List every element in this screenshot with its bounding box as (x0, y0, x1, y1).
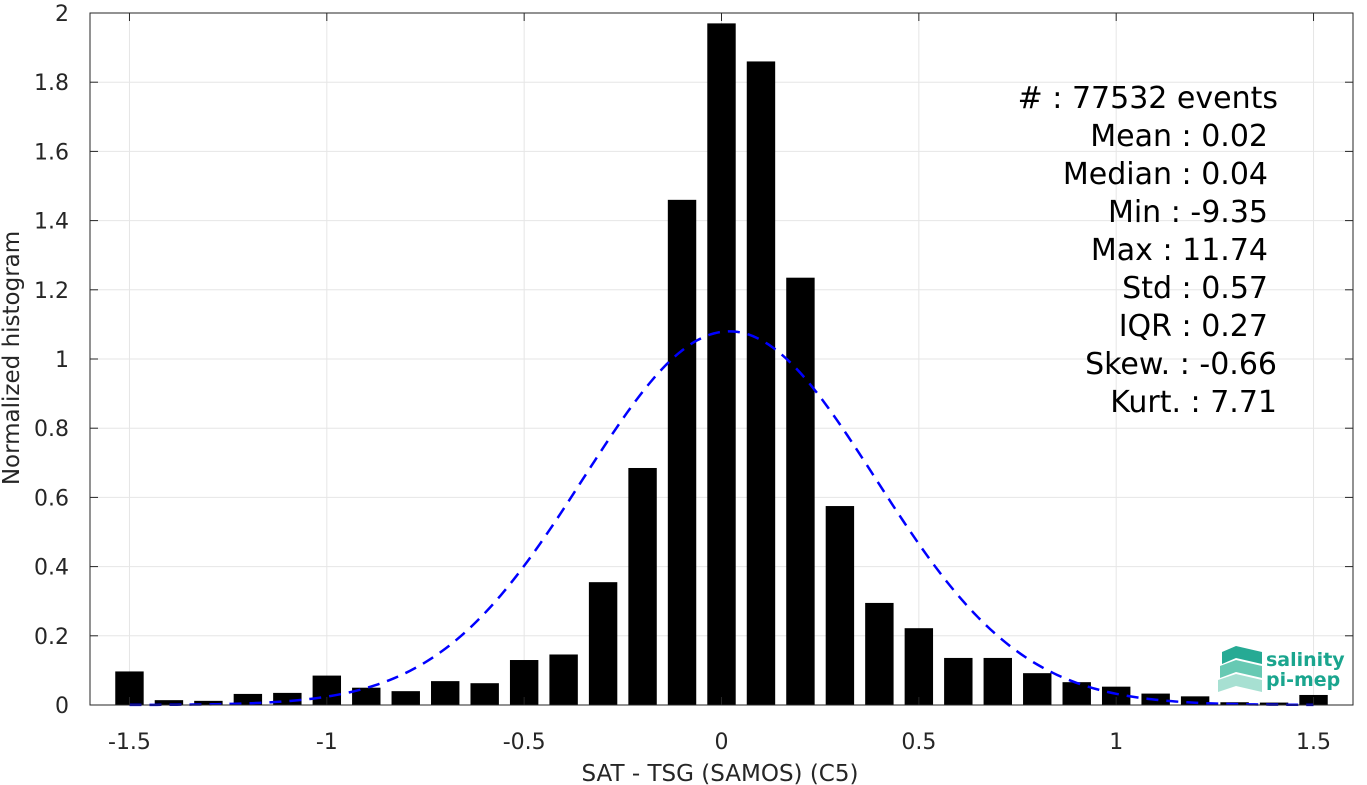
fit-curve (129, 330, 1314, 707)
stat-line: Std : 0.57 (1122, 271, 1268, 306)
histogram-bar (983, 657, 1012, 705)
y-tick-label: 0.4 (34, 556, 69, 581)
stat-line: Median : 0.04 (1063, 157, 1268, 192)
histogram-bar (667, 199, 697, 705)
y-tick-label: 1.8 (34, 71, 69, 96)
histogram-bar (273, 692, 302, 705)
histogram-bar (944, 657, 973, 705)
histogram-bar (431, 681, 460, 705)
normal-fit-line (129, 330, 1314, 707)
logo-line1: salinity (1266, 649, 1345, 671)
y-axis-ticks: 0 0.2 0.4 0.6 0.8 1 1.2 1.4 1.6 1.8 2 (34, 2, 1353, 719)
salinity-pi-mep-logo: salinity pi-mep (1218, 646, 1345, 692)
stat-line: Skew. : -0.66 (1085, 347, 1277, 382)
histogram-bar (352, 687, 381, 705)
x-tick-label: 0 (715, 730, 729, 755)
y-tick-label: 1.6 (34, 140, 69, 165)
histogram-bar (470, 683, 499, 705)
histogram-bar (904, 628, 934, 705)
bars (115, 23, 1328, 705)
y-tick-label: 2 (55, 2, 69, 27)
x-axis-label: SAT - TSG (SAMOS) (C5) (582, 761, 859, 785)
histogram-bar (628, 467, 657, 705)
x-tick-label: 0.5 (901, 730, 936, 755)
histogram-bar (865, 602, 894, 705)
stat-line: Min : -9.35 (1108, 195, 1268, 230)
stat-line: Max : 11.74 (1091, 233, 1268, 268)
histogram-bar (786, 277, 815, 705)
stat-line: IQR : 0.27 (1119, 309, 1268, 344)
histogram-bar (1062, 682, 1091, 705)
logo-line2: pi-mep (1266, 669, 1340, 691)
y-tick-label: 1.2 (34, 279, 69, 304)
y-tick-label: 0.2 (34, 625, 69, 650)
stat-line: # : 77532 events (1018, 81, 1278, 116)
y-tick-label: 1 (55, 348, 69, 373)
y-tick-label: 0.8 (34, 417, 69, 442)
x-axis-ticks: -1.5 -1 -0.5 0 0.5 1 1.5 (108, 13, 1331, 755)
histogram-bar (549, 654, 578, 705)
histogram-bar (1023, 673, 1052, 705)
histogram-bar (707, 23, 736, 705)
x-tick-label: -1 (316, 730, 338, 755)
histogram-bar (194, 700, 223, 705)
histogram-bar (233, 693, 263, 705)
histogram-bar (391, 691, 420, 705)
y-tick-label: 0.6 (34, 486, 69, 511)
histogram-bar (746, 61, 776, 705)
x-tick-label: 1.5 (1296, 730, 1331, 755)
y-tick-label: 0 (55, 694, 69, 719)
histogram-bar (1180, 696, 1210, 705)
x-tick-label: -1.5 (108, 730, 151, 755)
logo-mark-icon (1218, 646, 1262, 692)
x-tick-label: 1 (1109, 730, 1123, 755)
histogram-bar (588, 582, 618, 705)
stat-line: Mean : 0.02 (1090, 119, 1268, 154)
y-tick-label: 1.4 (34, 210, 69, 235)
y-axis-label: Normalized histogram (0, 231, 25, 485)
histogram-bar (825, 506, 855, 705)
x-tick-label: -0.5 (503, 730, 546, 755)
stat-line: Kurt. : 7.71 (1110, 385, 1277, 420)
histogram-bar (154, 700, 184, 705)
